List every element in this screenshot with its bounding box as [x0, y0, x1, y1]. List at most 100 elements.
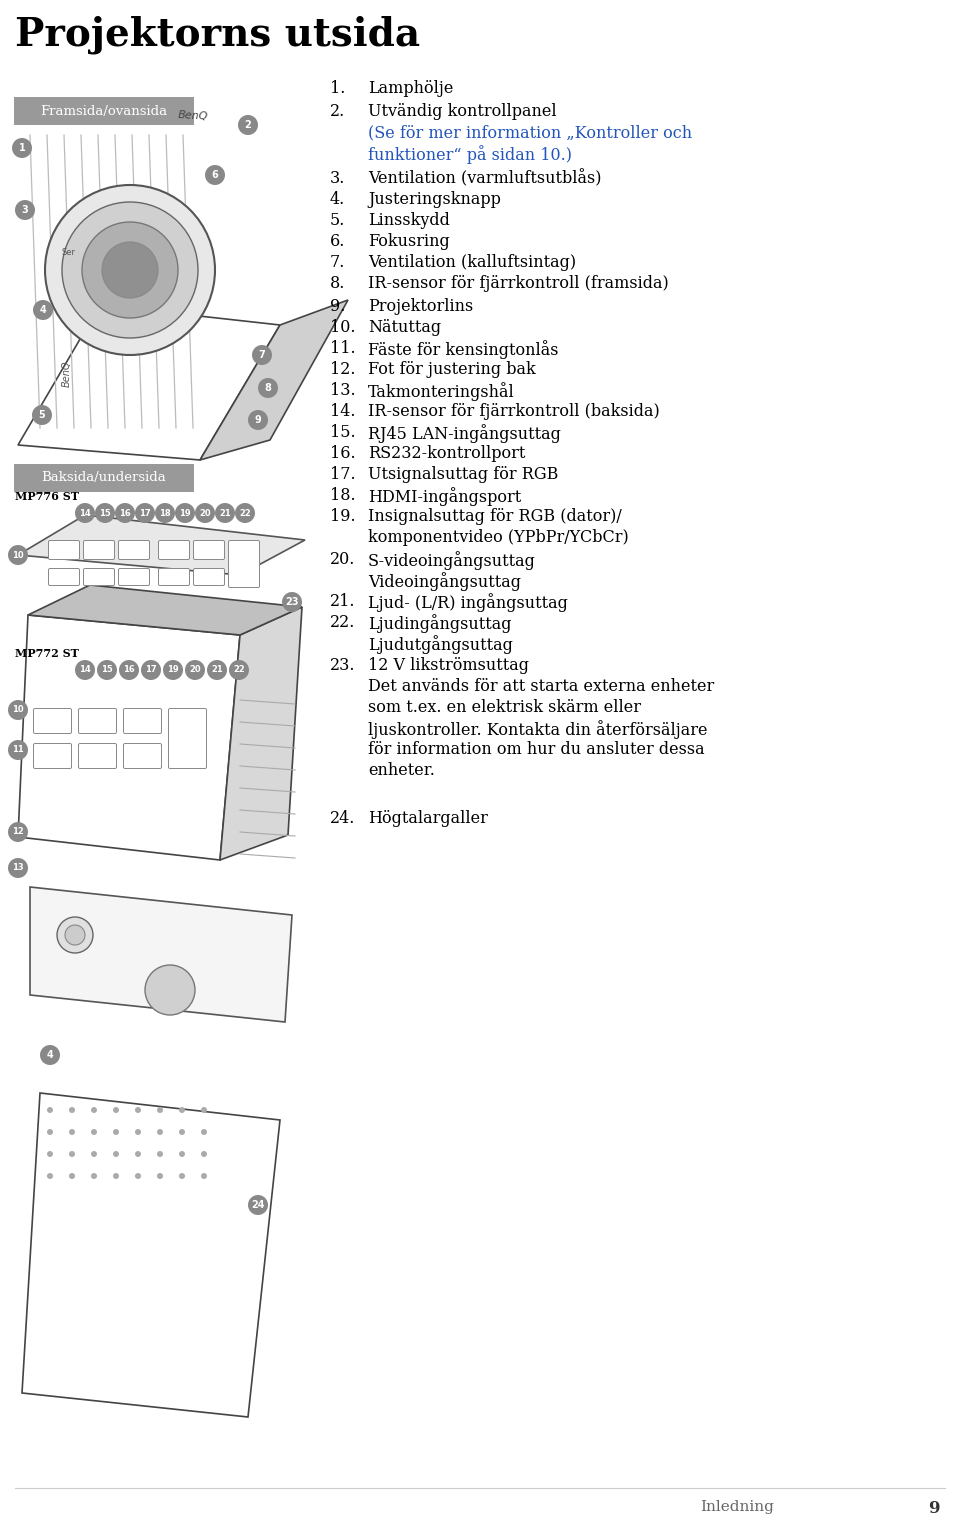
Text: 9: 9 — [254, 415, 261, 425]
Polygon shape — [18, 515, 305, 575]
FancyBboxPatch shape — [84, 540, 114, 560]
Text: 21: 21 — [211, 665, 223, 674]
Circle shape — [47, 1128, 53, 1135]
Circle shape — [119, 660, 139, 680]
Circle shape — [175, 503, 195, 523]
Text: enheter.: enheter. — [368, 762, 435, 779]
FancyBboxPatch shape — [79, 744, 116, 769]
Circle shape — [248, 410, 268, 430]
Circle shape — [69, 1128, 75, 1135]
Circle shape — [91, 1128, 97, 1135]
Circle shape — [282, 592, 302, 612]
Circle shape — [252, 345, 272, 364]
Polygon shape — [18, 615, 240, 860]
Text: för information om hur du ansluter dessa: för information om hur du ansluter dessa — [368, 741, 705, 758]
Text: 19: 19 — [167, 665, 179, 674]
Circle shape — [238, 114, 258, 136]
FancyBboxPatch shape — [79, 709, 116, 734]
Text: 14.: 14. — [330, 403, 355, 419]
Text: 24.: 24. — [330, 810, 355, 827]
Circle shape — [205, 165, 225, 185]
Text: 12.: 12. — [330, 361, 355, 378]
Circle shape — [47, 1107, 53, 1113]
Circle shape — [82, 223, 178, 319]
Text: 20.: 20. — [330, 551, 355, 567]
Circle shape — [141, 660, 161, 680]
Text: MP776 ST: MP776 ST — [15, 491, 79, 502]
Circle shape — [248, 1196, 268, 1215]
Text: 10.: 10. — [330, 319, 355, 336]
Text: 6.: 6. — [330, 233, 346, 250]
Circle shape — [201, 1128, 207, 1135]
Text: 13.: 13. — [330, 381, 355, 400]
Text: Inledning: Inledning — [700, 1501, 774, 1514]
Polygon shape — [22, 1093, 280, 1417]
FancyBboxPatch shape — [14, 98, 194, 125]
FancyBboxPatch shape — [169, 709, 206, 769]
Text: 23: 23 — [285, 596, 299, 607]
Circle shape — [157, 1151, 163, 1157]
Circle shape — [157, 1128, 163, 1135]
Circle shape — [135, 1151, 141, 1157]
Circle shape — [15, 200, 35, 220]
Text: 16.: 16. — [330, 445, 355, 462]
Text: 12 V likströmsuttag: 12 V likströmsuttag — [368, 657, 529, 674]
Circle shape — [57, 917, 93, 953]
Text: Ljud- (L/R) ingångsuttag: Ljud- (L/R) ingångsuttag — [368, 593, 568, 612]
Circle shape — [95, 503, 115, 523]
FancyBboxPatch shape — [228, 540, 259, 587]
Circle shape — [69, 1151, 75, 1157]
Text: Lamphölje: Lamphölje — [368, 79, 453, 98]
Text: 1.: 1. — [330, 79, 346, 98]
Text: Nätuttag: Nätuttag — [368, 319, 442, 336]
Text: BenQ: BenQ — [62, 360, 72, 387]
Circle shape — [215, 503, 235, 523]
Circle shape — [235, 503, 255, 523]
Circle shape — [75, 660, 95, 680]
FancyBboxPatch shape — [84, 569, 114, 586]
Text: Justeringsknapp: Justeringsknapp — [368, 191, 501, 207]
Text: 22: 22 — [239, 508, 251, 517]
FancyBboxPatch shape — [34, 744, 71, 769]
Circle shape — [8, 700, 28, 720]
Text: 8: 8 — [265, 383, 272, 393]
Text: 15: 15 — [101, 665, 113, 674]
Text: funktioner“ på sidan 10.): funktioner“ på sidan 10.) — [368, 145, 572, 163]
Text: Linsskydd: Linsskydd — [368, 212, 450, 229]
Circle shape — [157, 1173, 163, 1179]
Circle shape — [75, 503, 95, 523]
Circle shape — [113, 1151, 119, 1157]
Text: 22: 22 — [233, 665, 245, 674]
Circle shape — [69, 1107, 75, 1113]
Circle shape — [135, 1107, 141, 1113]
Text: ljuskontroller. Kontakta din återförsäljare: ljuskontroller. Kontakta din återförsälj… — [368, 720, 708, 740]
FancyBboxPatch shape — [14, 464, 194, 493]
Text: 7: 7 — [258, 351, 265, 360]
Text: 11.: 11. — [330, 340, 355, 357]
Text: Baksida/undersida: Baksida/undersida — [41, 471, 166, 485]
Circle shape — [115, 503, 135, 523]
Circle shape — [102, 242, 158, 297]
Polygon shape — [30, 888, 292, 1022]
Text: 24: 24 — [252, 1200, 265, 1209]
Text: Utvändig kontrollpanel: Utvändig kontrollpanel — [368, 104, 557, 120]
FancyBboxPatch shape — [124, 709, 161, 734]
Circle shape — [8, 859, 28, 878]
Circle shape — [185, 660, 205, 680]
Circle shape — [62, 201, 198, 339]
Text: 11: 11 — [12, 746, 24, 755]
Text: 5.: 5. — [330, 212, 346, 229]
Text: 16: 16 — [123, 665, 134, 674]
Circle shape — [8, 740, 28, 759]
Text: 4: 4 — [39, 305, 46, 316]
Text: Fokusring: Fokusring — [368, 233, 449, 250]
Text: 2.: 2. — [330, 104, 346, 120]
Text: BenQ: BenQ — [178, 110, 208, 122]
Text: Videoingångsuttag: Videoingångsuttag — [368, 572, 521, 590]
Text: 21.: 21. — [330, 593, 355, 610]
Circle shape — [135, 1173, 141, 1179]
Text: 4: 4 — [47, 1051, 54, 1060]
Text: 1: 1 — [18, 143, 25, 152]
Text: Insignalsuttag för RGB (dator)/: Insignalsuttag för RGB (dator)/ — [368, 508, 622, 525]
Circle shape — [179, 1107, 185, 1113]
